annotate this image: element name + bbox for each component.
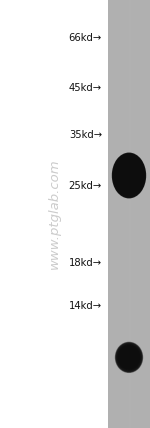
Ellipse shape — [117, 344, 141, 371]
Bar — [140, 0, 142, 428]
Bar — [142, 0, 144, 428]
Bar — [131, 0, 133, 428]
Ellipse shape — [115, 157, 143, 194]
Ellipse shape — [119, 162, 139, 189]
Ellipse shape — [120, 348, 138, 367]
Text: 66kd→: 66kd→ — [69, 33, 102, 43]
Ellipse shape — [116, 342, 142, 372]
Ellipse shape — [121, 348, 137, 366]
Bar — [114, 0, 116, 428]
Text: 18kd→: 18kd→ — [69, 258, 102, 268]
Bar — [121, 0, 123, 428]
Ellipse shape — [113, 154, 145, 197]
Bar — [148, 0, 150, 428]
Ellipse shape — [119, 346, 139, 369]
Ellipse shape — [117, 159, 141, 192]
Ellipse shape — [119, 346, 139, 369]
Ellipse shape — [118, 161, 140, 190]
Bar — [137, 0, 140, 428]
Ellipse shape — [116, 158, 142, 193]
Text: www.ptglab.com: www.ptglab.com — [48, 159, 60, 269]
Bar — [127, 0, 129, 428]
Bar — [123, 0, 125, 428]
Ellipse shape — [118, 345, 140, 369]
Ellipse shape — [112, 153, 146, 198]
Ellipse shape — [114, 155, 144, 196]
Ellipse shape — [120, 163, 138, 188]
Bar — [116, 0, 119, 428]
Bar — [108, 0, 110, 428]
Bar — [129, 0, 131, 428]
Text: 35kd→: 35kd→ — [69, 130, 102, 140]
Ellipse shape — [122, 349, 136, 366]
Bar — [118, 0, 121, 428]
Ellipse shape — [116, 343, 142, 372]
Bar — [125, 0, 127, 428]
Ellipse shape — [118, 345, 140, 370]
Bar — [108, 0, 150, 428]
Bar — [110, 0, 112, 428]
Bar — [144, 0, 146, 428]
Ellipse shape — [120, 163, 138, 187]
Ellipse shape — [116, 343, 142, 372]
Ellipse shape — [117, 160, 141, 191]
Bar — [112, 0, 114, 428]
Bar — [133, 0, 135, 428]
Ellipse shape — [114, 155, 144, 196]
Ellipse shape — [120, 348, 138, 367]
Bar — [135, 0, 137, 428]
Ellipse shape — [121, 349, 137, 366]
Ellipse shape — [118, 160, 140, 190]
Ellipse shape — [115, 156, 143, 195]
Ellipse shape — [116, 158, 142, 193]
Ellipse shape — [120, 347, 138, 368]
Text: 45kd→: 45kd→ — [69, 83, 102, 93]
Ellipse shape — [121, 164, 137, 187]
Bar — [146, 0, 148, 428]
Text: 14kd→: 14kd→ — [69, 301, 102, 311]
Ellipse shape — [117, 345, 141, 370]
Text: 25kd→: 25kd→ — [69, 181, 102, 191]
